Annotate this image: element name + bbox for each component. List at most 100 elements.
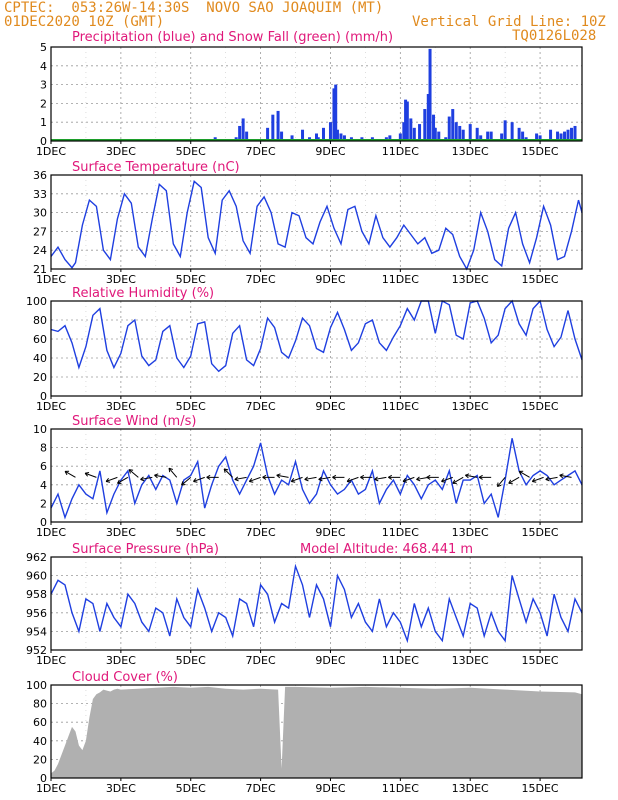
precip-bar [280,131,284,141]
wind-vector-head [402,480,408,483]
wind-vector-head [332,474,337,478]
wind-vector-head [441,480,446,483]
precip-bar [549,129,553,141]
y-tick-label: 0 [40,135,47,148]
x-tick-label: 13DEC [452,400,489,413]
wind-vector-head [248,478,253,482]
x-tick-label: 11DEC [382,145,419,158]
wind-vector [154,474,167,478]
wind-vector [168,467,178,478]
precip-bar [503,120,507,141]
temp-series-line [50,179,583,271]
y-tick-label: 80 [33,314,47,327]
wind-vector-head [262,474,267,478]
x-tick-label: 13DEC [452,273,489,286]
wind-vector [304,476,317,480]
panel-cloud: 0 20 40 60 80 100 1DEC 3DEC 5DEC 7DEC 9DEC 11DEC 13D… [26,670,583,795]
panel-title: Precipitation (blue) and Snow Fall (gree… [72,30,393,45]
grid-note: Vertical Grid Line: 10Z [412,14,606,30]
wind-vector-head [559,474,564,479]
wind-vector-head [518,471,522,476]
precip-bar [563,131,567,141]
wind-vector-head [388,476,393,480]
precip-bar [454,122,458,141]
wind-vector-head [290,478,295,482]
y-tick-label: 40 [33,735,47,748]
y-tick-label: 4 [40,479,47,492]
x-tick-label: 15DEC [522,526,559,539]
wind-vector-head [276,473,281,476]
y-tick-label: 30 [33,207,47,220]
wind-vector-head [559,473,564,476]
x-tick-label: 15DEC [522,273,559,286]
x-tick-label: 15DEC [522,145,559,158]
y-tick-label: 20 [33,371,47,384]
precip-bar [342,135,346,141]
x-tick-label: 9DEC [315,145,345,158]
model-altitude: Model Altitude: 468.441 m [300,542,473,557]
wind-vector [532,476,544,482]
wind-vector-head [478,474,483,478]
wind-vector-head [154,473,159,476]
wind-vector-head [497,484,502,488]
precip-bar [398,133,402,141]
wind-vector-head [140,476,144,480]
precip-bar [437,131,441,141]
wind-vector-head [360,476,365,480]
wind-vector [318,476,331,480]
wind-vector-head [304,478,309,482]
x-tick-label: 9DEC [315,526,345,539]
panel-title: Cloud Cover (%) [72,670,178,685]
x-tick-label: 7DEC [246,654,276,667]
panel-title: Surface Wind (m/s) [72,414,196,429]
wind-vector [465,474,478,478]
x-tick-label: 13DEC [452,145,489,158]
wind-vector-head [346,478,351,482]
wind-vector [291,476,303,482]
y-tick-label: 100 [26,679,47,692]
panel-frame [50,300,583,397]
x-tick-label: 15DEC [522,782,559,795]
y-tick-label: 952 [26,644,47,657]
wind-vector-head [416,476,420,480]
wind-vector [402,476,415,482]
x-tick-label: 7DEC [246,273,276,286]
x-tick-label: 1DEC [36,654,66,667]
precip-bar [433,127,437,141]
y-tick-label: 2 [40,497,47,510]
wind-vector-head [168,467,173,470]
y-tick-label: 33 [33,188,47,201]
forecast-date: 01DEC2020 10Z (GMT) [4,14,165,30]
x-tick-label: 1DEC [36,782,66,795]
wind-vector-head [276,474,281,479]
wind-vector-head [388,474,393,478]
wind-vector-head [224,468,229,471]
wind-vector-head [193,480,198,483]
precip-bar [428,48,432,141]
x-tick-label: 1DEC [36,526,66,539]
precip-bar [332,88,336,141]
chart-header: CPTEC: 053:26W-14:30S NOVO SAO JOAQUIM (… [0,0,618,46]
x-tick-label: 7DEC [246,526,276,539]
wind-vector-head [531,478,536,482]
wind-vector-head [234,476,239,480]
wind-vector [105,476,118,482]
precip-bar [335,129,339,141]
x-tick-label: 15DEC [522,654,559,667]
precip-bar [276,110,280,141]
wind-vector [518,470,530,478]
wind-vector [441,476,453,482]
wind-vector-head [105,478,110,482]
precip-bar [486,131,490,141]
wind-vector [117,476,129,484]
precip-bar [412,127,416,141]
wind-vector-head [206,474,211,478]
x-tick-label: 13DEC [452,654,489,667]
wind-vector [64,470,76,478]
x-tick-label: 5DEC [176,782,206,795]
wind-vector-head [129,469,134,471]
x-tick-label: 11DEC [382,273,419,286]
wind-vector-head [465,474,469,479]
y-tick-label: 0 [40,516,47,529]
